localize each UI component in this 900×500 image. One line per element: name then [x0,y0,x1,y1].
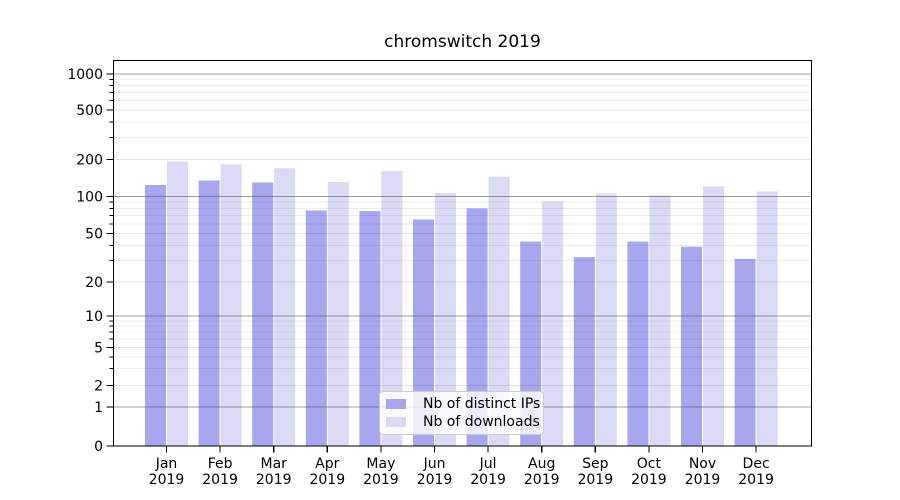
bar-jun-distinct-ips [413,219,434,446]
y-tick-label-200: 200 [76,153,103,169]
bar-apr-downloads [327,182,349,446]
bar-apr-distinct-ips [305,210,327,446]
legend-item-downloads: Nb of downloads [386,414,540,430]
x-tick-label-month-oct: Oct [637,456,662,472]
legend-item-distinct-ips: Nb of distinct IPs [386,396,541,412]
bar-oct-distinct-ips [627,241,649,446]
x-tick-label-year-feb: 2019 [202,472,238,488]
x-tick-label-month-jan: Jan [155,456,178,472]
y-tick-label-0: 0 [94,439,103,455]
x-tick-label-month-mar: Mar [260,456,287,472]
x-tick-label-year-mar: 2019 [256,472,292,488]
legend-label-downloads: Nb of downloads [423,414,540,430]
bar-sep-distinct-ips [573,257,595,446]
bar-mar-downloads [274,168,296,446]
x-tick-label-year-nov: 2019 [685,472,721,488]
bar-sep-downloads [595,193,617,446]
x-tick-label-month-feb: Feb [208,456,233,472]
x-tick-label-month-dec: Dec [743,456,770,472]
y-tick-label-500: 500 [76,103,103,119]
y-tick-label-20: 20 [85,275,103,291]
x-tick-label-year-aug: 2019 [524,472,560,488]
y-tick-label-100: 100 [76,190,103,206]
bar-nov-distinct-ips [681,246,702,446]
bar-jan-downloads [167,161,188,446]
x-tick-label-year-apr: 2019 [309,472,345,488]
plot-frame [112,59,813,447]
x-tick-label-month-may: May [366,456,395,472]
y-tick-label-1: 1 [94,400,103,416]
x-tick-label-month-jul: Jul [479,456,497,472]
legend-swatch-downloads [386,417,406,427]
bar-may-distinct-ips [359,211,381,446]
x-tick-label-year-oct: 2019 [631,472,667,488]
bar-may-downloads [381,171,403,446]
chart-title: chromswitch 2019 [384,32,541,52]
y-tick-label-5: 5 [94,341,103,357]
x-tick-label-month-aug: Aug [528,456,555,472]
x-tick-label-month-apr: Apr [315,456,339,472]
bar-jul-distinct-ips [466,208,488,446]
bar-oct-downloads [649,195,671,446]
x-tick-label-month-jun: Jun [423,456,446,472]
legend-box: Nb of distinct IPs Nb of downloads [379,391,544,435]
x-tick-label-year-jan: 2019 [149,472,185,488]
bar-feb-distinct-ips [198,180,220,446]
bar-aug-downloads [542,201,564,446]
x-tick-label-year-may: 2019 [363,472,399,488]
x-tick-label-year-jun: 2019 [417,472,453,488]
bar-mar-distinct-ips [252,182,274,446]
legend-swatch-distinct-ips [386,399,406,409]
bar-feb-downloads [220,164,242,446]
legend-label-distinct-ips: Nb of distinct IPs [423,396,541,412]
y-tick-label-2: 2 [94,379,103,395]
bar-dec-downloads [756,191,778,446]
bar-jun-downloads [435,192,456,446]
x-tick-label-year-jul: 2019 [470,472,506,488]
bar-dec-distinct-ips [734,258,756,446]
x-tick-label-year-dec: 2019 [738,472,774,488]
y-tick-label-1000: 1000 [67,67,103,83]
x-tick-label-month-sep: Sep [582,456,609,472]
bar-jul-downloads [488,176,510,446]
y-tick-label-10: 10 [85,309,103,325]
x-tick-label-month-nov: Nov [689,456,716,472]
y-tick-label-50: 50 [85,227,103,243]
x-tick-label-year-sep: 2019 [577,472,613,488]
